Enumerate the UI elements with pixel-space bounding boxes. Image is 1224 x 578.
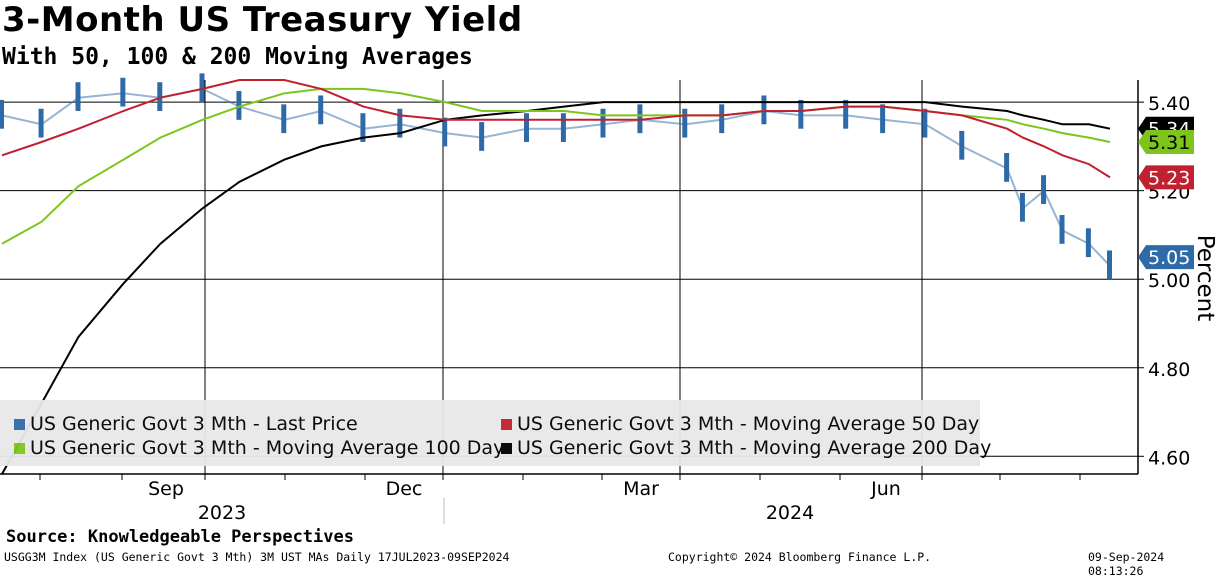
ma200-line [1, 101, 1111, 475]
y-tick-label-0: 4.60 [1148, 447, 1190, 469]
ma50-line [1, 79, 1111, 179]
price-bar [719, 104, 725, 134]
price-bar [761, 95, 767, 125]
price-bar [880, 104, 886, 134]
legend-label-ma200: US Generic Govt 3 Mth - Moving Average 2… [517, 437, 992, 459]
chart-subtitle: With 50, 100 & 200 Moving Averages [2, 44, 473, 70]
price-bar [479, 122, 485, 151]
year-label-1: 2024 [766, 502, 814, 524]
last-value-tag-ma100-text: 5.31 [1148, 132, 1190, 154]
price-bar [120, 77, 126, 107]
legend-swatch-ma50 [501, 419, 512, 430]
price-series-line [1, 87, 1111, 267]
ma100-line [1, 87, 1111, 245]
price-bar [1041, 175, 1047, 204]
legend-swatch-last-price [14, 419, 25, 430]
price-bar [523, 113, 529, 142]
y-axis-title: Percent [1192, 235, 1218, 322]
price-bar [922, 108, 928, 138]
legend-item-ma200: US Generic Govt 3 Mth - Moving Average 2… [501, 437, 991, 459]
y-tick-label-1: 4.80 [1148, 359, 1190, 381]
last-value-tag-ma50-text: 5.23 [1148, 167, 1190, 189]
last-value-tag-price-text: 5.05 [1148, 247, 1190, 269]
x-tick-label-1: Dec [386, 478, 423, 500]
legend-label-last-price: US Generic Govt 3 Mth - Last Price [30, 413, 358, 435]
last-value-tag-ma100: 5.31 [1138, 129, 1194, 154]
x-tick-label-0: Sep [148, 478, 184, 500]
last-value-tag-ma100-box [1138, 129, 1194, 154]
legend-item-ma50: US Generic Govt 3 Mth - Moving Average 5… [501, 413, 979, 435]
last-value-tag-ma50: 5.23 [1138, 165, 1194, 190]
price-bar [600, 108, 606, 138]
year-label-0: 2023 [198, 502, 246, 524]
legend-swatch-ma200 [501, 443, 512, 454]
price-bar [397, 108, 403, 138]
price-bar [157, 82, 163, 111]
price-bar [682, 108, 688, 138]
legend-swatch-ma100 [14, 443, 25, 454]
x-tick-label-3: Jun [870, 478, 901, 500]
price-bar [843, 99, 849, 129]
footer-copyright: Copyright© 2024 Bloomberg Finance L.P. [668, 550, 932, 564]
chart-title: 3-Month US Treasury Yield [2, 0, 523, 40]
price-bar [318, 95, 324, 125]
price-bar [798, 99, 804, 129]
source-note: Source: Knowledgeable Perspectives [6, 527, 354, 547]
legend-item-ma100: US Generic Govt 3 Mth - Moving Average 1… [14, 437, 504, 459]
legend-item-last-price: US Generic Govt 3 Mth - Last Price [14, 413, 358, 435]
last-value-tag-price: 5.05 [1138, 245, 1194, 270]
price-bar [75, 82, 81, 111]
chart-legend: US Generic Govt 3 Mth - Last Price US Ge… [0, 400, 991, 466]
y-tick-label-4: 5.40 [1148, 93, 1190, 115]
y-tick-label-2: 5.00 [1148, 270, 1190, 292]
price-bar [637, 104, 643, 134]
footer-timestamp: 09-Sep-2024 08:13:26 [1088, 550, 1165, 578]
price-bar [199, 73, 205, 103]
footer-index-info: USGG3M Index (US Generic Govt 3 Mth) 3M … [4, 550, 510, 564]
price-bar [0, 99, 4, 129]
legend-label-ma100: US Generic Govt 3 Mth - Moving Average 1… [30, 437, 505, 459]
legend-label-ma50: US Generic Govt 3 Mth - Moving Average 5… [517, 413, 980, 435]
last-value-tag-ma50-box [1138, 165, 1194, 190]
x-tick-label-2: Mar [623, 478, 659, 500]
price-bar [560, 113, 566, 142]
last-value-tag-price-box [1138, 245, 1194, 270]
